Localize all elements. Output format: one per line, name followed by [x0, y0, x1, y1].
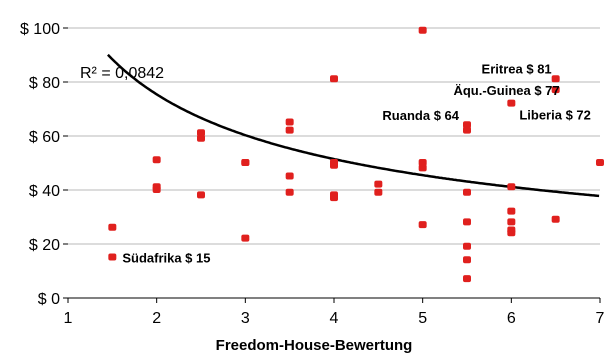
- data-point: [418, 26, 427, 34]
- data-point: [463, 121, 471, 129]
- data-point: [463, 256, 471, 264]
- x-tick-label: 2: [152, 310, 161, 327]
- data-point: [463, 242, 471, 250]
- data-point: [330, 75, 338, 83]
- x-tick-label: 1: [64, 310, 73, 327]
- data-point: [418, 159, 427, 166]
- trend-line: [107, 53, 600, 198]
- data-point: [241, 234, 250, 242]
- data-point: [463, 275, 471, 283]
- data-point: [241, 159, 250, 166]
- data-point: [551, 215, 560, 223]
- x-tick-label: 7: [596, 310, 605, 327]
- data-point: [551, 75, 560, 83]
- data-point: [285, 126, 294, 134]
- data-point: [596, 159, 604, 166]
- data-point: [418, 164, 427, 172]
- y-tick-label: $ 0: [38, 291, 60, 308]
- data-point: [330, 161, 338, 169]
- data-point: [197, 134, 205, 142]
- annotation-label: Liberia $ 72: [519, 108, 591, 123]
- x-tick-label: 4: [330, 310, 339, 327]
- data-point: [507, 99, 516, 107]
- annotation-label: Eritrea $ 81: [482, 61, 552, 76]
- data-point: [330, 194, 338, 202]
- r-squared-label: R² = 0,0842: [80, 65, 164, 82]
- y-tick-label: $ 60: [29, 129, 60, 146]
- data-point: [418, 221, 427, 229]
- data-point: [551, 86, 560, 94]
- data-point: [197, 191, 205, 199]
- data-point: [152, 186, 161, 193]
- data-points: [108, 26, 604, 283]
- x-tick-label: 5: [418, 310, 427, 327]
- data-point: [463, 126, 471, 134]
- data-point: [108, 223, 117, 231]
- y-tick-label: $ 80: [29, 75, 60, 92]
- y-tick-labels: $ 0 $ 20 $ 40 $ 60 $ 80 $ 100: [20, 21, 60, 308]
- y-tick-label: $ 40: [29, 183, 60, 200]
- annotations: Südafrika $ 15 Ruanda $ 64 Eritrea $ 81 Äqu…: [122, 61, 591, 265]
- data-point: [463, 188, 471, 196]
- data-point: [108, 253, 117, 261]
- y-tick-label: $ 100: [20, 21, 60, 38]
- data-point: [507, 183, 516, 191]
- data-point: [374, 188, 383, 196]
- data-point: [285, 188, 294, 196]
- data-point: [507, 207, 516, 215]
- data-point: [374, 180, 383, 188]
- data-point: [152, 156, 161, 164]
- data-point: [285, 118, 294, 126]
- data-point: [285, 172, 294, 180]
- data-point: [507, 229, 516, 237]
- y-tick-label: $ 20: [29, 237, 60, 254]
- data-point: [507, 218, 516, 226]
- annotation-label: Südafrika $ 15: [122, 251, 210, 266]
- x-tick-labels: 1 2 3 4 5 6 7: [64, 298, 605, 327]
- x-tick-label: 3: [241, 310, 250, 327]
- annotation-label: Äqu.-Guinea $ 77: [453, 83, 559, 98]
- data-point: [197, 129, 205, 137]
- x-tick-label: 6: [507, 310, 516, 327]
- data-point: [463, 218, 471, 226]
- annotation-label: Ruanda $ 64: [382, 108, 459, 123]
- x-axis-title: Freedom-House-Bewertung: [216, 337, 413, 354]
